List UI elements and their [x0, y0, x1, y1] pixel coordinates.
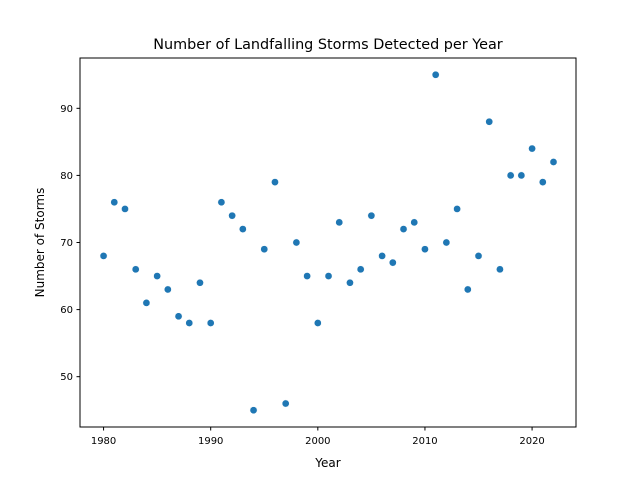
data-point: [121, 205, 129, 213]
data-point: [431, 70, 440, 79]
data-point: [367, 211, 376, 220]
data-point: [538, 178, 547, 186]
data-point: [217, 198, 226, 207]
data-point: [131, 265, 140, 274]
data-point: [453, 205, 461, 213]
data-point: [99, 252, 108, 260]
y-tick-label: 80: [60, 171, 73, 182]
data-point: [474, 252, 483, 260]
data-point: [271, 178, 279, 186]
x-tick-label: 1990: [198, 436, 223, 447]
x-tick-label: 1980: [91, 436, 116, 447]
data-point: [421, 245, 429, 254]
y-tick-label: 70: [60, 238, 73, 249]
data-point: [206, 319, 215, 327]
data-point: [324, 272, 333, 280]
data-point: [496, 265, 504, 274]
data-point: [249, 406, 258, 415]
data-point: [335, 218, 344, 227]
data-point: [388, 258, 397, 267]
x-tick-label: 2010: [412, 436, 437, 447]
plot-frame: [79, 57, 577, 428]
data-point: [163, 285, 172, 294]
y-tick-label: 90: [60, 104, 73, 115]
data-point: [185, 319, 194, 327]
data-point: [399, 225, 408, 233]
data-point: [517, 171, 526, 180]
data-point: [506, 171, 515, 180]
y-tick-label: 60: [60, 305, 73, 316]
y-tick-label: 50: [60, 372, 73, 383]
data-point: [346, 278, 354, 287]
data-point: [196, 278, 204, 287]
data-point: [528, 144, 536, 153]
y-axis-label: Number of Storms: [33, 188, 47, 298]
data-point: [410, 218, 419, 227]
data-point: [228, 211, 236, 220]
data-point: [303, 272, 311, 280]
x-tick-label: 2020: [519, 436, 544, 447]
data-point: [292, 238, 301, 247]
data-point: [356, 265, 365, 274]
x-tick-label: 2000: [305, 436, 330, 447]
data-point: [549, 158, 558, 166]
data-point: [174, 312, 183, 321]
data-point: [442, 238, 451, 247]
data-point: [485, 117, 494, 126]
data-point: [260, 245, 269, 254]
data-point: [153, 272, 161, 280]
data-point: [238, 225, 247, 233]
x-axis-label: Year: [314, 456, 340, 470]
data-point: [463, 285, 472, 294]
data-point: [378, 252, 386, 260]
data-point: [313, 319, 322, 327]
data-point: [281, 399, 290, 408]
chart-title: Number of Landfalling Storms Detected pe…: [153, 37, 503, 53]
data-point: [110, 198, 119, 207]
data-point: [142, 299, 151, 307]
